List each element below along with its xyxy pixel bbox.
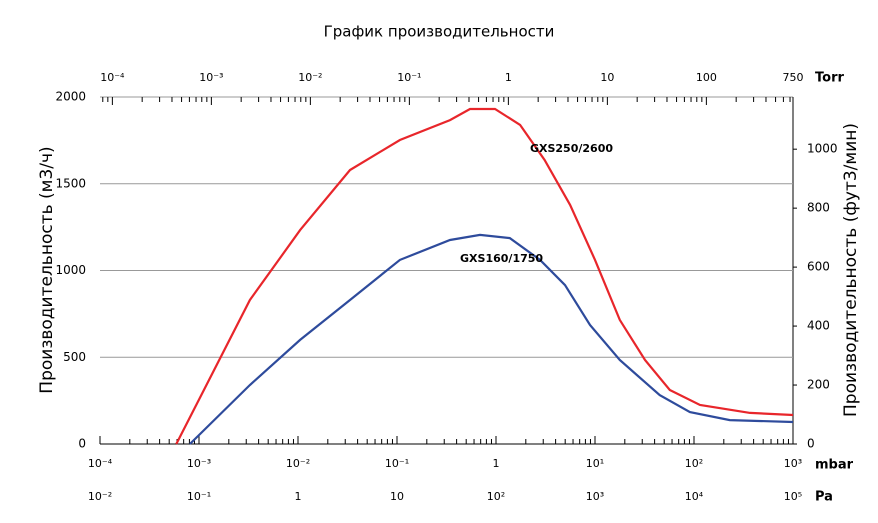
y2-axis-label: Производительность (фут3/мин)	[841, 123, 861, 417]
series-line	[175, 107, 794, 445]
x-tick-label: 10⁻⁴	[100, 71, 125, 84]
x-tick-label: 10⁻⁴	[88, 457, 113, 470]
y-tick-label: 0	[78, 437, 86, 451]
series-label: GXS160/1750	[460, 252, 543, 265]
x-tick-label: 10¹	[586, 457, 604, 470]
x-tick-label: 1	[505, 71, 512, 84]
x-tick-label: 10³	[586, 490, 604, 503]
x-tick-label: 10⁻¹	[385, 457, 409, 470]
x-tick-label: 1	[493, 457, 500, 470]
y-tick-label: 500	[63, 350, 86, 364]
x-tick-label: 10³	[784, 457, 802, 470]
x-tick-label: 10	[600, 71, 614, 84]
x-tick-label: 100	[696, 71, 717, 84]
y2-tick-label: 200	[807, 378, 830, 392]
y2-tick-label: 1000	[807, 142, 838, 156]
x-tick-label: 10²	[685, 457, 703, 470]
y-tick-label: 1000	[55, 263, 86, 277]
x-tick-label: 10⁻²	[298, 71, 322, 84]
x-tick-label: 10⁻³	[199, 71, 223, 84]
x-tick-label: 1	[295, 490, 302, 503]
y2-tick-label: 0	[807, 437, 815, 451]
y-tick-label: 2000	[55, 90, 86, 104]
x-tick-label: 10⁴	[685, 490, 704, 503]
x-tick-label: 10⁻²	[286, 457, 310, 470]
y2-tick-label: 600	[807, 260, 830, 274]
y-tick-label: 1500	[55, 176, 86, 190]
y2-tick-label: 800	[807, 201, 830, 215]
x-tick-label: 10⁻¹	[397, 71, 421, 84]
x-axis-label: mbar	[815, 458, 854, 473]
x-tick-label: 10	[390, 490, 404, 503]
x2-axis-label: Torr	[815, 71, 844, 86]
y2-tick-label: 400	[807, 319, 830, 333]
x-tick-label: 10²	[487, 490, 505, 503]
x-tick-label: 10⁻³	[187, 457, 211, 470]
series-label: GXS250/2600	[530, 142, 613, 155]
x-tick-label: 10⁻²	[88, 490, 112, 503]
x-tick-label: 10⁻¹	[187, 490, 211, 503]
x-tick-label: 10⁵	[784, 490, 802, 503]
series-line	[189, 233, 794, 445]
x-tick-label: 750	[783, 71, 804, 84]
x3-axis-label: Pa	[815, 490, 833, 505]
chart-title: График производительности	[324, 23, 555, 41]
y-axis-label: Производительность (м3/ч)	[37, 146, 57, 393]
